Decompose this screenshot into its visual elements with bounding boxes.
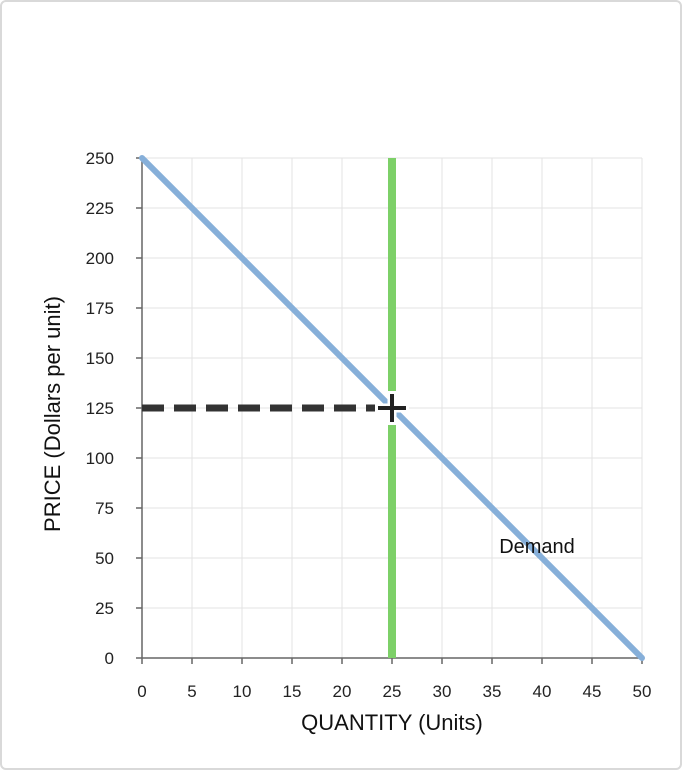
y-tick-label: 100 — [86, 449, 114, 468]
y-tick-label: 75 — [95, 499, 114, 518]
x-tick-label: 0 — [137, 682, 146, 701]
demand-curve-label: Demand — [499, 536, 575, 558]
x-tick-label: 10 — [233, 682, 252, 701]
y-tick-label: 125 — [86, 399, 114, 418]
x-tick-label: 50 — [633, 682, 652, 701]
x-tick-label: 20 — [333, 682, 352, 701]
x-axis-title: QUANTITY (Units) — [301, 710, 483, 735]
tick-labels: 0 5 10 15 20 25 30 35 40 45 50 0 25 50 75 100 125 150 175 2… — [86, 149, 652, 701]
x-tick-label: 25 — [383, 682, 402, 701]
x-tick-label: 40 — [533, 682, 552, 701]
y-tick-label: 150 — [86, 349, 114, 368]
y-tick-label: 225 — [86, 199, 114, 218]
x-tick-label: 35 — [483, 682, 502, 701]
y-axis-title: PRICE (Dollars per unit) — [40, 296, 65, 532]
x-tick-label: 45 — [583, 682, 602, 701]
x-tick-label: 15 — [283, 682, 302, 701]
overlays[interactable] — [375, 391, 409, 425]
x-tick-label: 30 — [433, 682, 452, 701]
y-tick-label: 0 — [105, 649, 114, 668]
x-tick-label: 5 — [187, 682, 196, 701]
y-tick-label: 50 — [95, 549, 114, 568]
plus-marker-icon[interactable] — [375, 391, 409, 425]
y-tick-label: 25 — [95, 599, 114, 618]
y-tick-label: 200 — [86, 249, 114, 268]
y-tick-label: 175 — [86, 299, 114, 318]
y-tick-label: 250 — [86, 149, 114, 168]
